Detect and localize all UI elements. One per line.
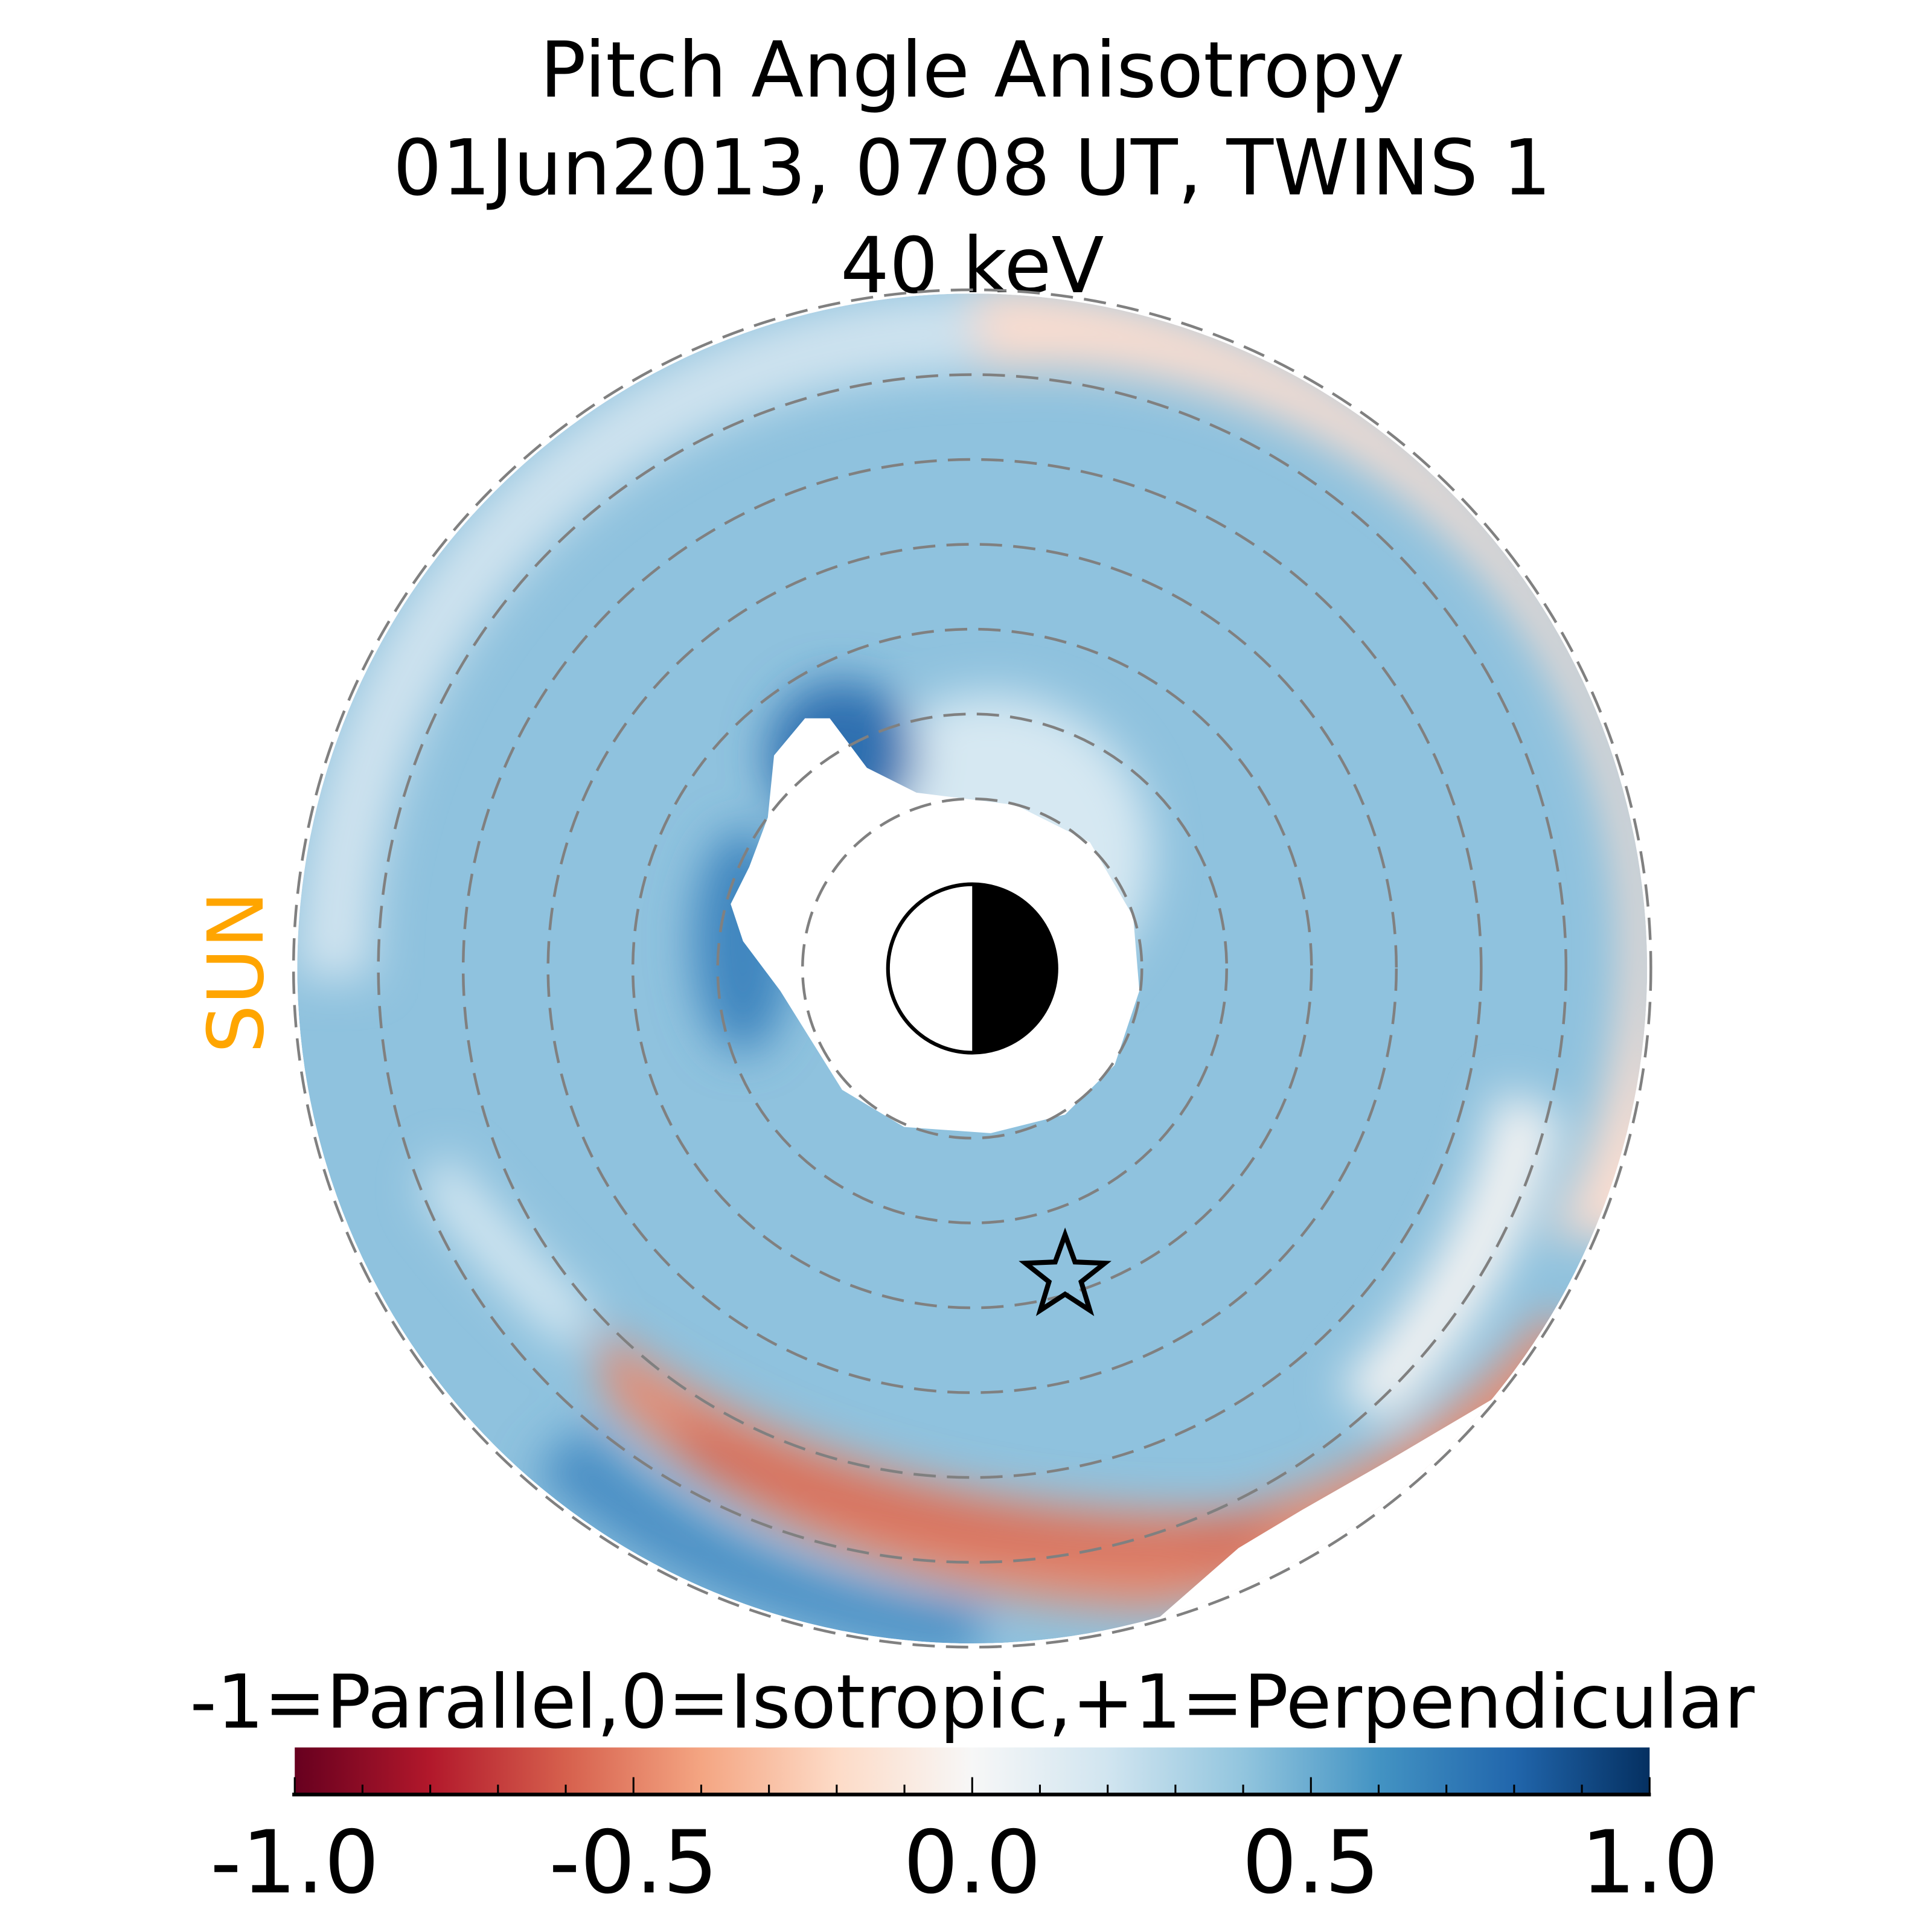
dashed-distance-circle [292, 288, 1652, 1649]
title-line-1: Pitch Angle Anisotropy [540, 25, 1404, 115]
colorbar-tick-label: 1.0 [1581, 1812, 1718, 1913]
dashed-distance-circle [631, 627, 1313, 1310]
star-marker-icon [1019, 1227, 1112, 1316]
colorbar-tick-label: 0.5 [1242, 1812, 1380, 1913]
earth-icon [886, 882, 1058, 1055]
colorbar-tick-label: -0.5 [549, 1812, 718, 1913]
dashed-distance-circle [801, 797, 1144, 1140]
colorbar-tick-label: 0.0 [903, 1812, 1041, 1913]
dashed-distance-circle [716, 712, 1229, 1224]
sun-direction-label: SUN [191, 891, 281, 1054]
distance-circles [292, 288, 1652, 1649]
title-line-2: 01Jun2013, 0708 UT, TWINS 1 [393, 123, 1552, 213]
dashed-distance-circle [461, 458, 1483, 1479]
colorbar-ticks: -1.0 -0.5 0.0 0.5 1.0 [210, 1777, 1718, 1913]
colorbar-label: -1=Parallel,0=Isotropic,+1=Perpendicular [190, 1660, 1754, 1746]
dashed-distance-circle [377, 373, 1568, 1564]
colorbar-tick-label: -1.0 [210, 1812, 379, 1913]
dashed-distance-circle [546, 543, 1398, 1394]
title: Pitch Angle Anisotropy 01Jun2013, 0708 U… [393, 25, 1552, 310]
